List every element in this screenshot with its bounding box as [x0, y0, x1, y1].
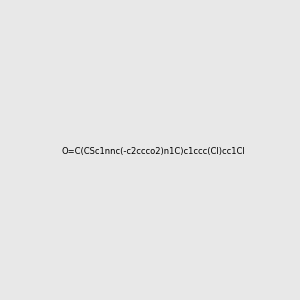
Text: O=C(CSc1nnc(-c2ccco2)n1C)c1ccc(Cl)cc1Cl: O=C(CSc1nnc(-c2ccco2)n1C)c1ccc(Cl)cc1Cl — [62, 147, 246, 156]
